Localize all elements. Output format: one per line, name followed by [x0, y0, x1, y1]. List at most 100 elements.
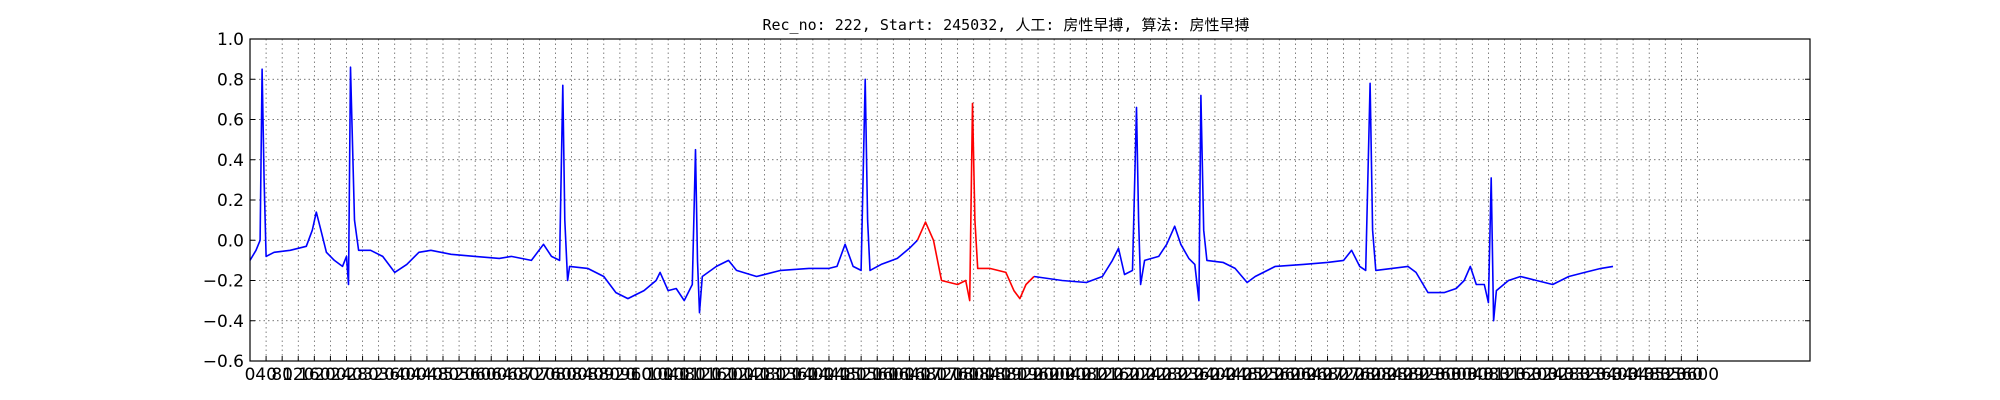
x-tick-label: 1000	[630, 365, 673, 385]
y-tick-label: 0.0	[217, 231, 244, 251]
x-tick-label: 80	[271, 365, 293, 385]
x-tick-label: 1760	[936, 365, 979, 385]
x-tick-label: 1680	[904, 365, 947, 385]
x-tick-label: 3120	[1483, 365, 1526, 385]
x-tick-label: 3480	[1628, 365, 1671, 385]
x-tick-label: 1320	[759, 365, 802, 385]
x-tick-label: 3520	[1644, 365, 1687, 385]
x-tick-label: 760	[539, 365, 571, 385]
x-tick-label: 1040	[647, 365, 690, 385]
x-tick-label: 2360	[1177, 365, 1220, 385]
x-tick-label: 280	[346, 365, 378, 385]
x-tick-label: 440	[411, 365, 443, 385]
x-tick-label: 480	[427, 365, 459, 385]
x-tick-label: 2160	[1097, 365, 1140, 385]
x-tick-label: 960	[620, 365, 652, 385]
x-tick-label: 1880	[984, 365, 1027, 385]
x-tick-label: 2800	[1354, 365, 1397, 385]
x-tick-label: 240	[330, 365, 362, 385]
x-tick-label: 2320	[1161, 365, 1204, 385]
x-tick-label: 2120	[1081, 365, 1124, 385]
x-tick-label: 320	[362, 365, 394, 385]
x-tick-label: 160	[298, 365, 330, 385]
x-tick-label: 3400	[1595, 365, 1638, 385]
x-tick-label: 720	[523, 365, 555, 385]
x-tick-label: 2920	[1402, 365, 1445, 385]
x-tick-label: 880	[588, 365, 620, 385]
x-tick-label: 2760	[1338, 365, 1381, 385]
x-tick-label: 120	[282, 365, 314, 385]
x-tick-label: 3080	[1467, 365, 1510, 385]
x-tick-label: 2040	[1049, 365, 1092, 385]
x-tick-label: 3280	[1547, 365, 1590, 385]
x-tick-label: 1360	[775, 365, 818, 385]
x-tick-label: 200	[314, 365, 346, 385]
x-tick-label: 560	[459, 365, 491, 385]
x-tick-label: 920	[604, 365, 636, 385]
x-tick-label: 1840	[968, 365, 1011, 385]
x-tick-label: 1160	[695, 365, 738, 385]
x-tick-label: 1480	[823, 365, 866, 385]
x-tick-label: 3600	[1676, 365, 1719, 385]
x-tick-label: 2440	[1209, 365, 1252, 385]
y-tick-label: 1.0	[217, 30, 244, 50]
x-tick-label: 600	[475, 365, 507, 385]
x-tick-label: 1200	[711, 365, 754, 385]
x-tick-label: 1720	[920, 365, 963, 385]
x-tick-label: 40	[255, 365, 277, 385]
x-tick-label: 0	[245, 365, 256, 385]
x-tick-label: 3000	[1435, 365, 1478, 385]
series-line-normal-2	[1033, 82, 1614, 322]
y-tick-label: 0.8	[217, 70, 244, 90]
x-tick-label: 2080	[1065, 365, 1108, 385]
x-tick-label: 3440	[1611, 365, 1654, 385]
y-tick-label: −0.2	[203, 272, 244, 292]
signal-series	[249, 66, 1614, 322]
x-tick-label: 360	[379, 365, 411, 385]
y-tick-label: −0.4	[203, 312, 244, 332]
x-tick-label: 3320	[1563, 365, 1606, 385]
x-tick-label: 2960	[1418, 365, 1461, 385]
y-axis-ticks: 1.0 0.8 0.6 0.4 0.2 0.0 −0.2 −0.4 −0.6	[203, 30, 1810, 372]
x-tick-label: 1080	[663, 365, 706, 385]
x-tick-label: 1240	[727, 365, 770, 385]
x-tick-label: 840	[572, 365, 604, 385]
x-axis-ticks: 0 408012016020024028032036040044048052056…	[245, 356, 1719, 385]
x-tick-label: 1640	[888, 365, 931, 385]
x-tick-label: 2240	[1129, 365, 1172, 385]
x-tick-label: 2680	[1306, 365, 1349, 385]
series-line-normal-0	[249, 66, 918, 314]
y-tick-label: −0.6	[203, 352, 244, 372]
x-tick-label: 1400	[791, 365, 834, 385]
x-tick-label: 2520	[1242, 365, 1285, 385]
x-tick-label: 520	[443, 365, 475, 385]
chart-title: Rec_no: 222, Start: 245032, 人工: 房性早搏, 算法…	[762, 16, 1249, 34]
x-tick-label: 3360	[1579, 365, 1622, 385]
x-tick-label: 3240	[1531, 365, 1574, 385]
x-tick-label: 1920	[1000, 365, 1043, 385]
x-tick-label: 1960	[1016, 365, 1059, 385]
x-tick-label: 2480	[1225, 365, 1268, 385]
series-line-highlight-1	[916, 102, 1035, 302]
y-tick-label: 0.2	[217, 191, 244, 211]
x-tick-label: 2880	[1386, 365, 1429, 385]
y-tick-label: 0.6	[217, 111, 244, 131]
x-tick-label: 400	[395, 365, 427, 385]
x-tick-label: 1120	[679, 365, 722, 385]
x-tick-label: 2640	[1290, 365, 1333, 385]
x-tick-label: 3040	[1451, 365, 1494, 385]
x-tick-label: 2400	[1193, 365, 1236, 385]
x-tick-label: 1440	[807, 365, 850, 385]
x-tick-label: 2600	[1274, 365, 1317, 385]
x-tick-label: 1600	[872, 365, 915, 385]
x-tick-label: 3560	[1660, 365, 1703, 385]
x-tick-label: 640	[491, 365, 523, 385]
x-tick-label: 3160	[1499, 365, 1542, 385]
x-tick-label: 2720	[1322, 365, 1365, 385]
x-tick-label: 2280	[1145, 365, 1188, 385]
x-tick-label: 800	[555, 365, 587, 385]
x-tick-label: 1520	[840, 365, 883, 385]
x-tick-label: 1560	[856, 365, 899, 385]
